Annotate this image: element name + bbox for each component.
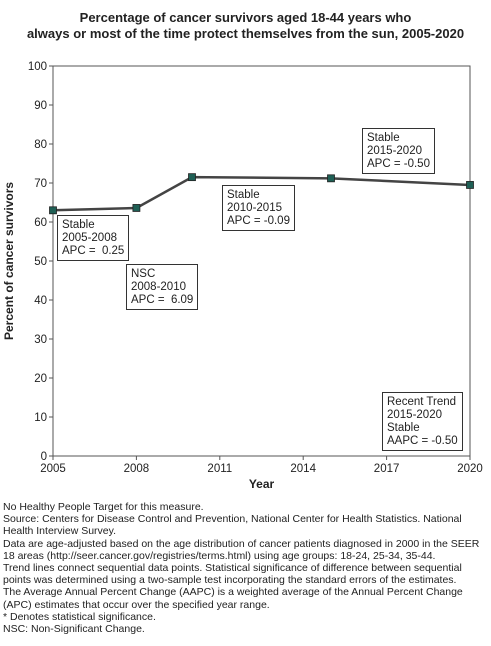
footnote-line: NSC: Non-Significant Change.	[3, 623, 145, 636]
x-tick-label: 2020	[457, 463, 483, 475]
segment-label-line: 2015-2020	[367, 145, 422, 157]
segment-label-line: APC = -0.50	[367, 158, 430, 170]
footnote-line: Source: Centers for Disease Control and …	[3, 513, 462, 538]
y-tick-label: 100	[28, 61, 47, 73]
y-tick-label: 10	[34, 412, 47, 424]
segment-label-line: Recent Trend	[387, 396, 457, 408]
segment-label-2008-2010: NSC 2008-2010 APC = 6.09	[126, 264, 199, 310]
segment-label-2015-2020: Stable 2015-2020 APC = -0.50	[362, 128, 435, 174]
segment-label-2010-2015: Stable 2010-2015 APC = -0.09	[222, 185, 295, 231]
footnote-line: * Denotes statistical significance.	[3, 610, 156, 623]
segment-label-line: 2010-2015	[227, 202, 282, 214]
chart-title-line-2: always or most of the time protect thems…	[26, 26, 465, 41]
segment-label-line: APC = -0.09	[227, 215, 290, 227]
y-tick-label: 20	[34, 373, 47, 385]
y-tick-label: 90	[34, 100, 47, 112]
y-tick-label: 70	[34, 178, 47, 190]
segment-label-line: 2008-2010	[131, 281, 186, 293]
data-point-marker	[132, 204, 141, 212]
data-point-marker	[327, 174, 335, 183]
segment-label-line: Stable	[227, 189, 260, 201]
footnote-line: Data are age-adjusted based on the age d…	[3, 537, 480, 562]
x-tick-label: 2008	[124, 463, 150, 475]
data-point-marker	[49, 206, 57, 215]
line-chart: 0 10 20 30 40 50 60 70 80 90 100 2005 2008 2011 2014 20…	[2, 61, 483, 491]
y-axis-title: Percent of cancer survivors	[2, 182, 16, 340]
y-tick-label: 80	[34, 139, 47, 151]
segment-label-line: Stable	[62, 219, 95, 231]
footnote-line: Trend lines connect sequential data poin…	[3, 562, 462, 587]
segment-label-line: Stable	[387, 422, 420, 434]
x-axis-title: Year	[249, 477, 275, 491]
footnotes: No Healthy People Target for this measur…	[3, 501, 489, 635]
segment-label-2005-2008: Stable 2005-2008 APC = 0.25	[57, 215, 130, 261]
x-tick-label: 2014	[290, 463, 316, 475]
recent-trend-label: Recent Trend 2015-2020 Stable AAPC = -0.50	[382, 392, 463, 451]
y-tick-label: 50	[34, 256, 47, 268]
footnote-line: The Average Annual Percent Change (AAPC)…	[3, 586, 463, 611]
y-tick-label: 40	[34, 295, 47, 307]
segment-label-line: AAPC = -0.50	[387, 435, 458, 447]
y-tick-label: 30	[34, 334, 47, 346]
segment-label-line: Stable	[367, 132, 400, 144]
segment-label-line: APC = 0.25	[62, 245, 125, 257]
chart-title: Percentage of cancer survivors aged 18-4…	[0, 10, 491, 42]
x-tick-label: 2011	[207, 463, 232, 475]
data-point-marker	[188, 173, 196, 182]
y-tick-label: 60	[34, 217, 47, 229]
y-tick-label: 0	[41, 451, 47, 463]
segment-label-line: APC = 6.09	[131, 294, 194, 306]
chart-title-line-1: Percentage of cancer survivors aged 18-4…	[79, 10, 412, 25]
footnote-line: No Healthy People Target for this measur…	[3, 501, 204, 513]
segment-label-line: NSC	[131, 268, 156, 280]
segment-label-line: 2015-2020	[387, 409, 442, 421]
segment-label-line: 2005-2008	[62, 232, 117, 244]
data-point-marker	[466, 181, 474, 189]
x-tick-label: 2005	[40, 463, 66, 475]
x-tick-label: 2017	[374, 463, 400, 475]
